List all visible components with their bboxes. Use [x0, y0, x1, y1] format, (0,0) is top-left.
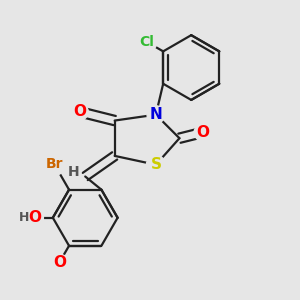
Text: N: N: [149, 107, 162, 122]
Text: Cl: Cl: [139, 35, 154, 49]
Text: O: O: [73, 104, 86, 119]
Circle shape: [194, 124, 212, 141]
Circle shape: [147, 106, 165, 124]
Circle shape: [27, 209, 44, 226]
Text: S: S: [150, 157, 161, 172]
Circle shape: [51, 254, 68, 271]
Circle shape: [136, 32, 157, 52]
Circle shape: [66, 165, 81, 179]
Circle shape: [70, 103, 88, 121]
Circle shape: [43, 153, 65, 176]
Text: Br: Br: [46, 157, 63, 171]
Text: H: H: [68, 165, 79, 179]
Circle shape: [146, 155, 165, 174]
Text: H: H: [19, 211, 29, 224]
Text: O: O: [53, 255, 66, 270]
Text: O: O: [196, 125, 209, 140]
Text: O: O: [29, 210, 42, 225]
